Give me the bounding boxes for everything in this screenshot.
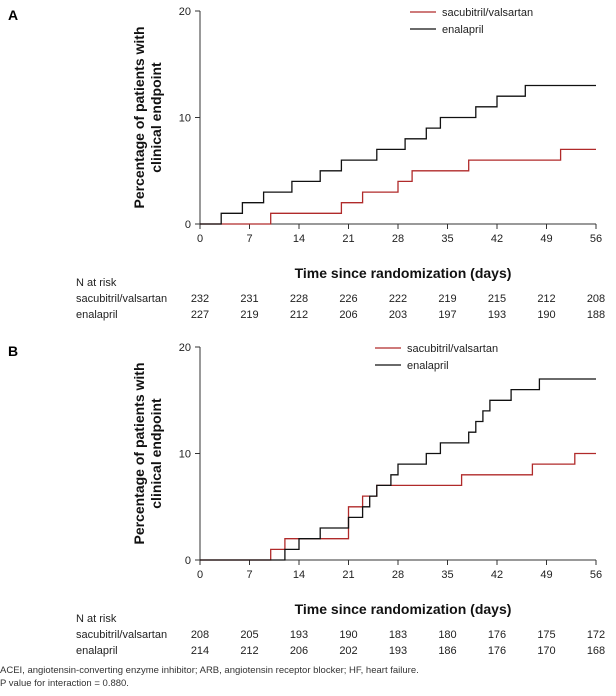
risk-value: 206: [339, 309, 357, 321]
risk-value: 226: [339, 293, 357, 305]
y-axis-title: Percentage of patients withclinical endp…: [131, 362, 164, 544]
y-axis-title-line: Percentage of patients with: [131, 362, 147, 544]
y-axis-title-line: clinical endpoint: [148, 62, 164, 173]
risk-value: 180: [438, 629, 456, 641]
risk-value: 227: [191, 309, 209, 321]
risk-value: 175: [537, 629, 555, 641]
x-axis-title: Time since randomization (days): [295, 601, 512, 617]
risk-value: 212: [290, 309, 308, 321]
legend-label: enalapril: [442, 24, 484, 36]
x-tick-label: 7: [246, 233, 252, 245]
risk-table-header: N at risk: [76, 277, 117, 289]
series-line-enalapril: [200, 378, 596, 561]
risk-row-label: enalapril: [76, 309, 118, 321]
x-tick-label: 14: [293, 233, 305, 245]
y-tick-label: 0: [185, 219, 191, 231]
footnote-pvalue: P value for interaction = 0.880.: [0, 678, 129, 689]
panel-b: B 0 10 20 0 7 14 21 28 35 42 49 56 Percentage of pati…: [8, 342, 605, 657]
y-axis-title-line: clinical endpoint: [148, 398, 164, 509]
x-tick-label: 7: [246, 569, 252, 581]
y-tick-label: 10: [179, 449, 191, 461]
x-axis-title: Time since randomization (days): [295, 265, 512, 281]
risk-value: 193: [290, 629, 308, 641]
risk-value: 188: [587, 309, 605, 321]
legend-label: sacubitril/valsartan: [407, 343, 498, 355]
risk-value: 190: [537, 309, 555, 321]
risk-value: 206: [290, 645, 308, 657]
risk-value: 214: [191, 645, 209, 657]
risk-table-header: N at risk: [76, 613, 117, 625]
risk-value: 208: [587, 293, 605, 305]
risk-value: 205: [240, 629, 258, 641]
x-tick-label: 21: [342, 233, 354, 245]
footnote-abbreviations: ACEI, angiotensin-converting enzyme inhi…: [0, 665, 419, 676]
risk-row-label: enalapril: [76, 645, 118, 657]
risk-value: 215: [488, 293, 506, 305]
risk-value: 193: [488, 309, 506, 321]
risk-value: 222: [389, 293, 407, 305]
x-tick-label: 56: [590, 569, 602, 581]
x-tick-label: 35: [441, 233, 453, 245]
risk-value: 172: [587, 629, 605, 641]
series-line-sacubitril-valsartan: [200, 148, 596, 225]
risk-value: 219: [438, 293, 456, 305]
x-tick-label: 56: [590, 233, 602, 245]
risk-value: 219: [240, 309, 258, 321]
risk-value: 170: [537, 645, 555, 657]
risk-value: 176: [488, 645, 506, 657]
x-tick-label: 0: [197, 569, 203, 581]
risk-value: 176: [488, 629, 506, 641]
series-line-enalapril: [200, 84, 596, 225]
risk-value: 186: [438, 645, 456, 657]
risk-value: 212: [240, 645, 258, 657]
x-tick-label: 28: [392, 233, 404, 245]
risk-value: 202: [339, 645, 357, 657]
x-tick-label: 0: [197, 233, 203, 245]
risk-value: 231: [240, 293, 258, 305]
panel-letter: A: [8, 7, 18, 23]
x-tick-label: 49: [540, 569, 552, 581]
y-tick-label: 20: [179, 342, 191, 354]
risk-value: 203: [389, 309, 407, 321]
x-tick-label: 35: [441, 569, 453, 581]
x-tick-label: 42: [491, 233, 503, 245]
risk-value: 183: [389, 629, 407, 641]
risk-value: 212: [537, 293, 555, 305]
x-tick-label: 42: [491, 569, 503, 581]
y-tick-label: 20: [179, 6, 191, 18]
panel-letter: B: [8, 343, 18, 359]
x-tick-label: 28: [392, 569, 404, 581]
risk-value: 208: [191, 629, 209, 641]
risk-value: 197: [438, 309, 456, 321]
risk-value: 168: [587, 645, 605, 657]
risk-row-label: sacubitril/valsartan: [76, 293, 167, 305]
risk-value: 232: [191, 293, 209, 305]
panel-a: A 0 10 20 0 7 14 21 28 35 42 49 56 Percentage of pati…: [8, 6, 605, 321]
risk-value: 193: [389, 645, 407, 657]
y-tick-label: 10: [179, 113, 191, 125]
x-tick-label: 21: [342, 569, 354, 581]
y-tick-label: 0: [185, 555, 191, 567]
legend-label: sacubitril/valsartan: [442, 7, 533, 19]
y-axis-title-line: Percentage of patients with: [131, 26, 147, 208]
legend-label: enalapril: [407, 360, 449, 372]
risk-value: 190: [339, 629, 357, 641]
risk-value: 228: [290, 293, 308, 305]
x-tick-label: 14: [293, 569, 305, 581]
x-tick-label: 49: [540, 233, 552, 245]
y-axis-title: Percentage of patients withclinical endp…: [131, 26, 164, 208]
risk-row-label: sacubitril/valsartan: [76, 629, 167, 641]
